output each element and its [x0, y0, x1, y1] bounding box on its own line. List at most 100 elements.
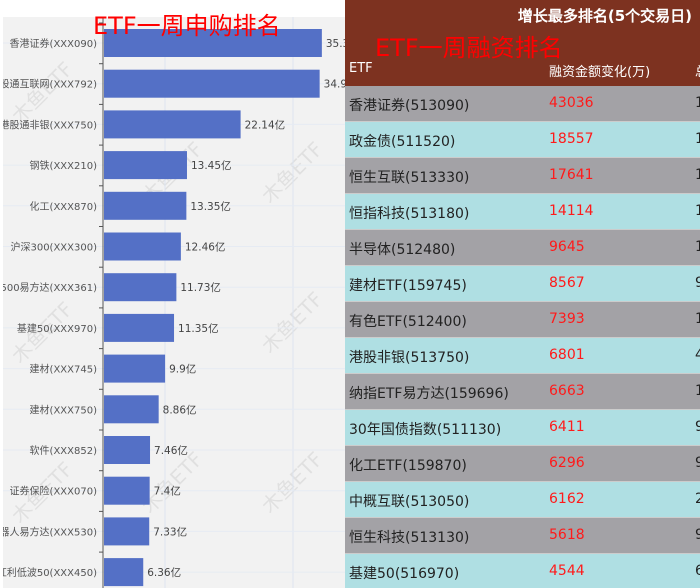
- margin-change-cell: 43036: [549, 95, 594, 111]
- total-cell: 1: [695, 311, 700, 327]
- margin-change-cell: 9645: [549, 239, 585, 255]
- data-label: 9.9亿: [169, 363, 196, 376]
- bar: [104, 29, 322, 57]
- table-row[interactable]: 政金债(511520) 18557 1: [345, 122, 700, 158]
- etf-name-cell: 政金债(511520): [349, 134, 456, 150]
- total-cell: 1: [695, 239, 700, 255]
- category-label: A500易方达(XXX361): [3, 281, 97, 294]
- etf-name-cell: 香港证券(513090): [349, 98, 470, 114]
- bar: [104, 476, 150, 505]
- table-row[interactable]: 纳指ETF易方达(159696) 6663 1: [345, 374, 700, 410]
- margin-change-cell: 6411: [549, 419, 585, 435]
- plot-area: 木鱼ETF 木鱼ETF 木鱼ETF 木鱼ETF 木鱼ETF 木鱼ETF 木鱼ET…: [3, 17, 360, 588]
- table-row[interactable]: 基建50(516970) 4544 6: [345, 554, 700, 588]
- bar: [104, 558, 144, 587]
- data-label: 22.14亿: [245, 118, 286, 131]
- etf-name-cell: 港股非银(513750): [349, 350, 470, 366]
- margin-change-cell: 14114: [549, 203, 594, 219]
- bar: [104, 436, 151, 464]
- category-label: 香港证券(XXX090): [10, 37, 98, 50]
- total-cell: 9: [695, 455, 700, 471]
- table-row[interactable]: 30年国债指数(511130) 6411 9: [345, 410, 700, 446]
- chart-title: ETF一周申购排名: [93, 12, 281, 40]
- total-cell: 6: [695, 563, 700, 579]
- data-label: 8.86亿: [163, 403, 197, 416]
- table-row[interactable]: 港股非银(513750) 6801 4: [345, 338, 700, 374]
- category-label: 沪深300(XXX300): [10, 241, 97, 254]
- category-label: 软件(XXX852): [30, 444, 98, 457]
- total-cell: 9: [695, 275, 700, 291]
- bar: [104, 232, 181, 261]
- table-title: 增长最多排名(5个交易日): [517, 7, 692, 25]
- etf-name-cell: 建材ETF(159745): [349, 278, 467, 294]
- bar: [104, 191, 187, 220]
- margin-change-cell: 8567: [549, 275, 585, 291]
- bar: [104, 517, 150, 546]
- total-cell: 1: [695, 131, 700, 147]
- data-label: 7.4亿: [154, 485, 181, 498]
- etf-name-cell: 纳指ETF易方达(159696): [349, 386, 509, 402]
- total-cell: 1: [695, 95, 700, 111]
- total-cell: 1: [695, 167, 700, 183]
- total-cell: 4: [695, 347, 700, 363]
- category-label: 化工(XXX870): [30, 200, 98, 213]
- category-label: 证券保险(XXX070): [10, 485, 98, 498]
- table-row[interactable]: 建材ETF(159745) 8567 9: [345, 266, 700, 302]
- etf-name-cell: 化工ETF(159870): [349, 458, 467, 474]
- bar-chart: 香港证券(XXX090)35.31亿港股通互联网(XXX792)34.95亿港股…: [3, 17, 360, 588]
- margin-change-cell: 6296: [549, 455, 585, 471]
- column-header-change[interactable]: 融资金额变化(万): [549, 65, 651, 80]
- data-label: 7.46亿: [154, 444, 188, 457]
- margin-change-cell: 7393: [549, 311, 585, 327]
- margin-change-cell: 5618: [549, 527, 585, 543]
- etf-name-cell: 中概互联(513050): [349, 494, 470, 510]
- table-row[interactable]: 恒指科技(513180) 14114 1: [345, 194, 700, 230]
- margin-table-panel: 增长最多排名(5个交易日) ETF一周融资排名 ETF 融资金额变化(万) 总 …: [345, 0, 700, 588]
- etf-name-cell: 恒指科技(513180): [349, 206, 470, 222]
- bar: [104, 313, 175, 342]
- column-header-etf[interactable]: ETF: [349, 61, 373, 76]
- etf-name-cell: 恒生互联(513330): [349, 170, 470, 186]
- margin-change-cell: 6801: [549, 347, 585, 363]
- data-label: 12.46亿: [185, 241, 226, 254]
- total-cell: 9: [695, 527, 700, 543]
- data-label: 7.33亿: [153, 525, 187, 538]
- bar: [104, 69, 320, 98]
- margin-change-cell: 17641: [549, 167, 594, 183]
- table-row[interactable]: 中概互联(513050) 6162 2: [345, 482, 700, 518]
- category-label: 钢铁(XXX210): [30, 159, 98, 172]
- bar: [104, 395, 159, 424]
- category-label: 港股通非银(XXX750): [3, 118, 97, 131]
- total-cell: 2: [695, 491, 700, 507]
- total-cell: 9: [695, 419, 700, 435]
- bar: [104, 273, 177, 302]
- data-label: 6.36亿: [147, 566, 181, 579]
- margin-change-cell: 6663: [549, 383, 585, 399]
- category-label: 机器人易方达(XXX530): [3, 525, 97, 538]
- table-row[interactable]: 恒生科技(513130) 5618 9: [345, 518, 700, 554]
- category-label: 红利低波50(XXX450): [3, 566, 97, 579]
- table-row[interactable]: 化工ETF(159870) 6296 9: [345, 446, 700, 482]
- etf-name-cell: 30年国债指数(511130): [349, 422, 502, 438]
- category-label: 建材(XXX745): [30, 363, 98, 376]
- table-row[interactable]: 恒生互联(513330) 17641 1: [345, 158, 700, 194]
- table-row[interactable]: 有色ETF(512400) 7393 1: [345, 302, 700, 338]
- category-label: 建材(XXX750): [30, 403, 98, 416]
- column-header-total[interactable]: 总: [695, 61, 700, 80]
- bar: [104, 354, 166, 383]
- table-row[interactable]: 半导体(512480) 9645 1: [345, 230, 700, 266]
- margin-change-cell: 18557: [549, 131, 594, 147]
- table-header: 增长最多排名(5个交易日) ETF一周融资排名 ETF 融资金额变化(万) 总: [345, 0, 700, 86]
- data-label: 13.35亿: [190, 200, 231, 213]
- category-label: 港股通互联网(XXX792): [3, 79, 97, 91]
- category-label: 基建50(XXX970): [17, 322, 97, 335]
- table-row[interactable]: 香港证券(513090) 43036 1: [345, 86, 700, 122]
- etf-name-cell: 半导体(512480): [349, 242, 456, 258]
- etf-name-cell: 基建50(516970): [349, 566, 460, 582]
- margin-change-cell: 4544: [549, 563, 585, 579]
- bar: [104, 110, 241, 139]
- total-cell: 1: [695, 203, 700, 219]
- etf-name-cell: 恒生科技(513130): [349, 530, 470, 546]
- data-label: 11.35亿: [178, 322, 219, 335]
- margin-change-cell: 6162: [549, 491, 585, 507]
